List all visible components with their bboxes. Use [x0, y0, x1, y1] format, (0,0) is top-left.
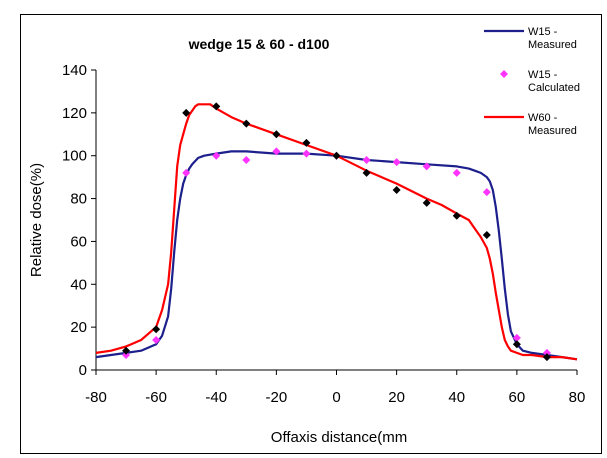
legend-label: Measured — [528, 39, 577, 51]
x-tick-label: -20 — [266, 389, 288, 406]
x-tick-label: -80 — [85, 389, 107, 406]
data-point-3 — [242, 119, 251, 128]
data-point-3 — [422, 198, 431, 207]
data-point-1 — [242, 156, 251, 164]
series-line-2 — [95, 103, 578, 361]
data-point-1 — [182, 168, 191, 177]
x-tick-label: -40 — [205, 389, 227, 406]
x-tick-label: 0 — [332, 389, 340, 406]
x-tick-label: 60 — [509, 389, 526, 406]
data-point-3 — [182, 108, 191, 117]
legend-label: W15 - — [528, 26, 558, 38]
data-point-1 — [422, 162, 431, 171]
data-point-1 — [452, 168, 461, 177]
x-tick-label: 80 — [569, 389, 586, 406]
legend-label: W15 - — [528, 69, 558, 81]
data-point-3 — [452, 211, 461, 220]
data-point-3 — [512, 340, 521, 349]
data-point-1 — [152, 336, 161, 344]
data-point-1 — [122, 351, 131, 359]
y-tick-label: 40 — [70, 276, 87, 293]
x-tick-label: 40 — [448, 389, 465, 406]
data-point-1 — [272, 147, 281, 156]
y-tick-label: 120 — [62, 105, 87, 122]
data-point-3 — [482, 231, 491, 239]
y-tick-label: 0 — [79, 362, 87, 379]
data-point-1 — [482, 188, 491, 197]
y-tick-label: 140 — [62, 62, 87, 79]
data-point-1 — [362, 156, 371, 164]
x-tick-label: -60 — [145, 389, 167, 406]
series-layer — [95, 102, 578, 362]
data-point-1 — [302, 149, 311, 158]
y-axis-label: Relative dose(%) — [28, 163, 45, 277]
y-tick-label: 100 — [62, 148, 87, 165]
data-point-3 — [362, 168, 371, 177]
data-point-3 — [332, 151, 341, 160]
y-tick-label: 20 — [70, 319, 87, 336]
data-point-3 — [212, 102, 221, 111]
data-point-3 — [542, 353, 551, 362]
data-point-1 — [392, 158, 401, 167]
axes: 0 20 40 60 80 100 120 140 -80 -60 -40 -20 0 20 40 60 80 — [62, 62, 585, 406]
legend-swatch-diamond — [500, 70, 508, 78]
data-point-3 — [152, 325, 161, 334]
chart-frame: 0 20 40 60 80 100 120 140 -80 -60 -40 -20 0 20 40 60 80 … — [20, 14, 602, 454]
data-point-1 — [542, 348, 551, 357]
y-tick-label: 60 — [70, 233, 87, 250]
y-tick-label: 80 — [70, 191, 87, 208]
data-point-3 — [302, 138, 311, 147]
data-point-3 — [122, 346, 131, 355]
data-point-3 — [272, 130, 281, 139]
x-axis-label: Offaxis distance(mm — [271, 429, 407, 446]
legend-label: Calculated — [528, 82, 580, 94]
series-line-0 — [95, 150, 578, 361]
data-point-1 — [512, 333, 521, 342]
x-tick-label: 20 — [388, 389, 405, 406]
data-point-1 — [212, 151, 221, 160]
legend-label: W60 - — [528, 112, 558, 124]
legend-label: Measured — [528, 125, 577, 137]
chart-title: wedge 15 & 60 - d100 — [188, 36, 330, 52]
data-point-3 — [392, 186, 401, 194]
